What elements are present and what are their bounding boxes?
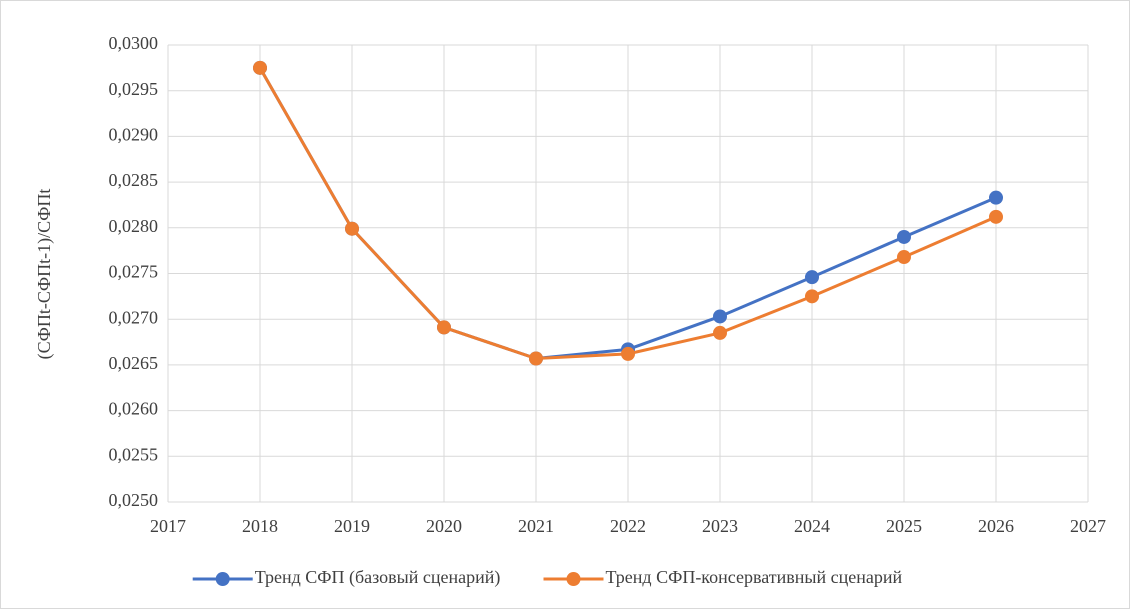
- data-point: [805, 270, 819, 285]
- data-point: [989, 209, 1003, 224]
- data-point: [529, 351, 543, 366]
- y-tick-label: 0,0260: [109, 399, 159, 419]
- y-axis-label: (СФПt-СФПt-1)/СФПt: [34, 189, 55, 360]
- x-tick-label: 2023: [702, 516, 738, 536]
- y-tick-label: 0,0255: [109, 444, 159, 464]
- x-tick-label: 2025: [886, 516, 922, 536]
- data-point: [621, 346, 635, 361]
- y-tick-label: 0,0265: [109, 353, 159, 373]
- data-point: [713, 309, 727, 324]
- data-point: [345, 221, 359, 236]
- legend-marker: [215, 572, 230, 586]
- data-point: [253, 60, 267, 75]
- x-tick-label: 2018: [242, 516, 278, 536]
- y-tick-label: 0,0280: [109, 216, 159, 236]
- x-tick-label: 2024: [794, 516, 830, 536]
- x-tick-label: 2019: [334, 516, 370, 536]
- y-tick-label: 0,0250: [109, 490, 159, 510]
- data-point: [989, 190, 1003, 205]
- y-tick-label: 0,0285: [109, 170, 159, 190]
- data-point: [805, 289, 819, 304]
- y-tick-label: 0,0295: [109, 79, 159, 99]
- x-tick-label: 2026: [978, 516, 1014, 536]
- legend-label: Тренд СФП (базовый сценарий): [255, 567, 501, 588]
- legend-marker: [566, 572, 581, 586]
- legend-label: Тренд СФП-консервативный сценарий: [606, 567, 903, 587]
- data-point: [713, 325, 727, 340]
- y-tick-label: 0,0275: [109, 262, 159, 282]
- y-tick-label: 0,0300: [109, 33, 159, 53]
- x-tick-label: 2027: [1070, 516, 1106, 536]
- y-tick-label: 0,0270: [109, 307, 159, 327]
- y-tick-label: 0,0290: [109, 125, 159, 145]
- x-tick-label: 2021: [518, 516, 554, 536]
- x-tick-label: 2020: [426, 516, 462, 536]
- data-point: [897, 229, 911, 244]
- x-tick-label: 2022: [610, 516, 646, 536]
- data-point: [437, 320, 451, 335]
- x-tick-label: 2017: [150, 516, 186, 536]
- data-point: [897, 250, 911, 265]
